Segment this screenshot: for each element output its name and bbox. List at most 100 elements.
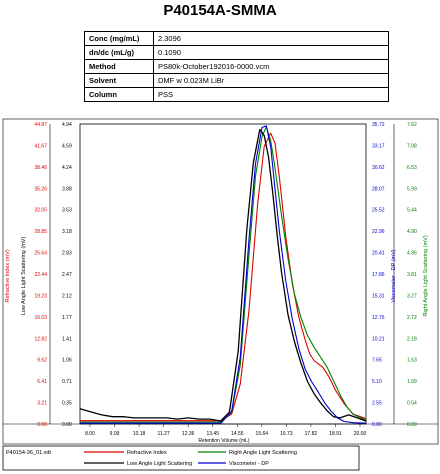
ri-tick-label: 9.62 <box>37 358 47 364</box>
dp-tick-label: 20.41 <box>372 251 385 257</box>
property-row: Column PSS <box>84 87 389 102</box>
rals-axis-label: Right Angle Light Scattering (mV) <box>423 235 429 316</box>
dp-tick-label: 17.86 <box>372 272 385 278</box>
low-angle-ls-axis: 0.00 0.35 0.71 1.06 1.41 1.77 2.12 2.47 2.83 3.18… <box>62 122 72 428</box>
ri-tick-label: 25.64 <box>34 251 47 257</box>
ri-tick-label: 6.41 <box>37 379 47 385</box>
rals-tick-label: 7.08 <box>407 143 417 149</box>
refractive-index-axis: 0.00 3.21 6.41 9.62 12.82 16.03 19.23 22.44 25.6… <box>34 122 47 428</box>
series-line-ri <box>80 132 367 422</box>
rals-tick-label: 3.27 <box>407 293 417 299</box>
lals-tick-label: 1.06 <box>62 358 72 364</box>
x-tick-label: 10.18 <box>133 431 146 437</box>
dp-tick-label: 0.00 <box>372 422 382 428</box>
ri-tick-label: 41.67 <box>34 143 47 149</box>
dp-tick-label: 28.07 <box>372 186 385 192</box>
property-row: Conc (mg/mL) 2.3096 <box>84 31 389 46</box>
footer-filename: P40154-36_01.vdt <box>6 450 51 456</box>
rals-tick-label: 4.36 <box>407 251 417 257</box>
ri-tick-label: 22.44 <box>34 272 47 278</box>
right-angle-ls-axis: 0.00 0.54 1.09 1.63 2.18 2.72 3.27 3.81 4.36 4.90… <box>407 122 417 428</box>
ri-tick-label: 38.46 <box>34 165 47 171</box>
dp-tick-label: 30.62 <box>372 165 385 171</box>
legend-label-ri: Refractive Index <box>127 450 167 456</box>
retention-volume-axis: 8.00 9.09 10.18 11.27 12.36 13.45 14.55 15.64 16… <box>85 424 366 437</box>
legend-label-dp: Viscometer - DP <box>229 461 269 467</box>
rals-tick-label: 1.09 <box>407 379 417 385</box>
lals-tick-label: 4.94 <box>62 122 72 128</box>
viscometer-dp-axis: 0.00 2.55 5.10 7.65 10.21 12.76 15.31 17.86 20.4… <box>372 122 385 428</box>
outer-chart-border <box>2 118 439 445</box>
rals-tick-label: 3.81 <box>407 272 417 278</box>
x-axis-label: Retention Volume (mL) <box>198 438 249 444</box>
ri-tick-label: 35.26 <box>34 186 47 192</box>
rals-tick-label: 7.62 <box>407 122 417 128</box>
property-row: Method PS80k-October192016-0000.vcm <box>84 59 389 74</box>
x-tick-label: 11.27 <box>158 431 170 437</box>
legend-label-rals: Right Angle Light Scattering <box>229 450 297 456</box>
lals-tick-label: 2.12 <box>62 293 72 299</box>
property-row: Solvent DMF w 0.023M LiBr <box>84 73 389 88</box>
rals-tick-label: 5.44 <box>407 208 417 214</box>
dp-tick-label: 33.17 <box>372 143 385 149</box>
dp-tick-label: 22.96 <box>372 229 385 235</box>
x-tick-label: 18.91 <box>329 431 342 437</box>
series-line-rals <box>80 126 367 423</box>
x-tick-label: 20.00 <box>354 431 367 437</box>
x-tick-label: 16.73 <box>280 431 293 437</box>
series-line-lals <box>79 128 367 422</box>
rals-tick-label: 6.53 <box>407 165 417 171</box>
rals-tick-label: 0.00 <box>407 422 417 428</box>
lals-tick-label: 3.88 <box>62 186 72 192</box>
dp-tick-label: 25.52 <box>372 208 385 214</box>
lals-tick-label: 0.71 <box>62 379 72 385</box>
lals-tick-label: 0.35 <box>62 401 72 407</box>
report-title: P40154A-SMMA <box>163 2 277 19</box>
ri-tick-label: 19.23 <box>34 293 47 299</box>
lals-tick-label: 3.18 <box>62 229 72 235</box>
series-group <box>79 125 367 424</box>
ri-axis-label: Refractive Index (mV) <box>5 249 11 302</box>
dp-axis-label: Viscometer - DP (mV) <box>391 249 397 302</box>
dp-tick-label: 35.72 <box>372 122 385 128</box>
lals-tick-label: 1.41 <box>62 336 72 342</box>
lals-tick-label: 2.83 <box>62 251 72 257</box>
rals-tick-label: 2.18 <box>407 336 417 342</box>
lals-tick-label: 4.59 <box>62 143 72 149</box>
ri-tick-label: 12.82 <box>34 336 47 342</box>
property-value: PSS <box>153 87 389 102</box>
ri-tick-label: 28.85 <box>34 229 47 235</box>
series-line-dp <box>80 125 367 424</box>
lals-tick-label: 0.00 <box>62 422 72 428</box>
dp-tick-label: 12.76 <box>372 315 385 321</box>
x-tick-label: 13.45 <box>206 431 219 437</box>
dp-tick-label: 15.31 <box>372 293 385 299</box>
dp-tick-label: 10.21 <box>372 336 385 342</box>
lals-axis-label: Low Angle Light Scattering (mV) <box>21 237 27 316</box>
dp-tick-label: 7.65 <box>372 358 382 364</box>
lals-tick-label: 4.24 <box>62 165 72 171</box>
rals-tick-label: 4.90 <box>407 229 417 235</box>
sample-properties-table: Conc (mg/mL) 2.3096 dn/dc (mL/g) 0.1090 Me… <box>84 31 389 102</box>
plot-area-border <box>79 123 367 425</box>
x-tick-label: 15.64 <box>256 431 269 437</box>
x-tick-label: 12.36 <box>182 431 195 437</box>
ri-tick-label: 3.21 <box>37 401 47 407</box>
ri-tick-label: 44.87 <box>34 122 47 128</box>
rals-tick-label: 2.72 <box>407 315 417 321</box>
x-tick-label: 17.82 <box>305 431 318 437</box>
x-tick-label: 8.00 <box>85 431 95 437</box>
ri-tick-label: 0.00 <box>37 422 47 428</box>
x-tick-label: 9.09 <box>110 431 120 437</box>
x-tick-label: 14.55 <box>231 431 244 437</box>
ri-tick-label: 16.03 <box>34 315 47 321</box>
legend-box <box>2 445 360 471</box>
lals-tick-label: 3.53 <box>62 208 72 214</box>
rals-tick-label: 0.54 <box>407 401 417 407</box>
lals-tick-label: 1.77 <box>62 315 72 321</box>
dp-tick-label: 2.55 <box>372 401 382 407</box>
lals-tick-label: 2.47 <box>62 272 72 278</box>
chart-frame <box>2 118 439 445</box>
ri-tick-label: 32.05 <box>34 208 47 214</box>
